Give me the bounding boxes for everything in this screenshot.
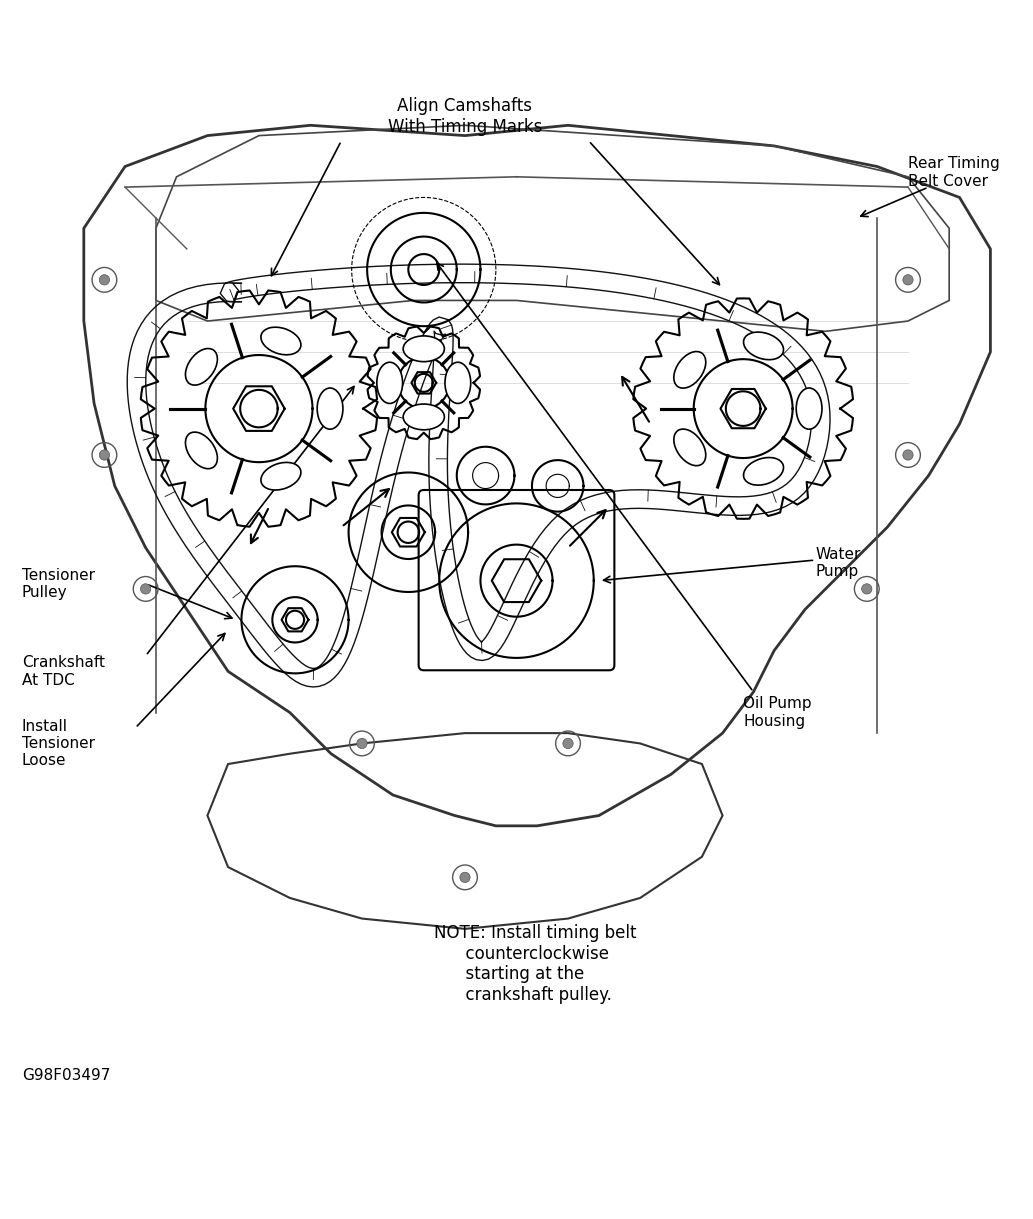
Ellipse shape <box>796 388 822 429</box>
Ellipse shape <box>674 351 706 388</box>
Ellipse shape <box>674 429 706 466</box>
Circle shape <box>99 450 109 460</box>
Text: Tensioner
Pulley: Tensioner Pulley <box>22 568 95 600</box>
Text: Crankshaft
At TDC: Crankshaft At TDC <box>22 655 105 688</box>
Ellipse shape <box>403 403 444 430</box>
Ellipse shape <box>445 362 471 403</box>
Circle shape <box>903 450 913 460</box>
Text: Install
Tensioner
Loose: Install Tensioner Loose <box>22 718 95 768</box>
Text: Water
Pump: Water Pump <box>815 547 860 579</box>
Text: Oil Pump
Housing: Oil Pump Housing <box>743 696 812 729</box>
Ellipse shape <box>261 327 301 355</box>
Ellipse shape <box>377 362 403 403</box>
Circle shape <box>563 739 573 748</box>
Text: Align Camshafts
With Timing Marks: Align Camshafts With Timing Marks <box>387 96 542 135</box>
Circle shape <box>862 584 872 594</box>
Circle shape <box>140 584 151 594</box>
Text: G98F03497: G98F03497 <box>22 1068 111 1084</box>
Circle shape <box>460 873 470 883</box>
Ellipse shape <box>317 388 343 429</box>
Circle shape <box>356 739 367 748</box>
Circle shape <box>99 274 109 285</box>
Ellipse shape <box>744 457 783 485</box>
Ellipse shape <box>744 332 783 360</box>
Text: Rear Timing
Belt Cover: Rear Timing Belt Cover <box>908 156 1000 189</box>
Text: NOTE: Install timing belt
      counterclockwise
      starting at the
      cra: NOTE: Install timing belt counterclockwi… <box>434 924 636 1004</box>
Ellipse shape <box>403 336 444 362</box>
Circle shape <box>903 274 913 285</box>
Ellipse shape <box>186 432 217 468</box>
Ellipse shape <box>186 349 217 385</box>
Ellipse shape <box>261 462 301 490</box>
